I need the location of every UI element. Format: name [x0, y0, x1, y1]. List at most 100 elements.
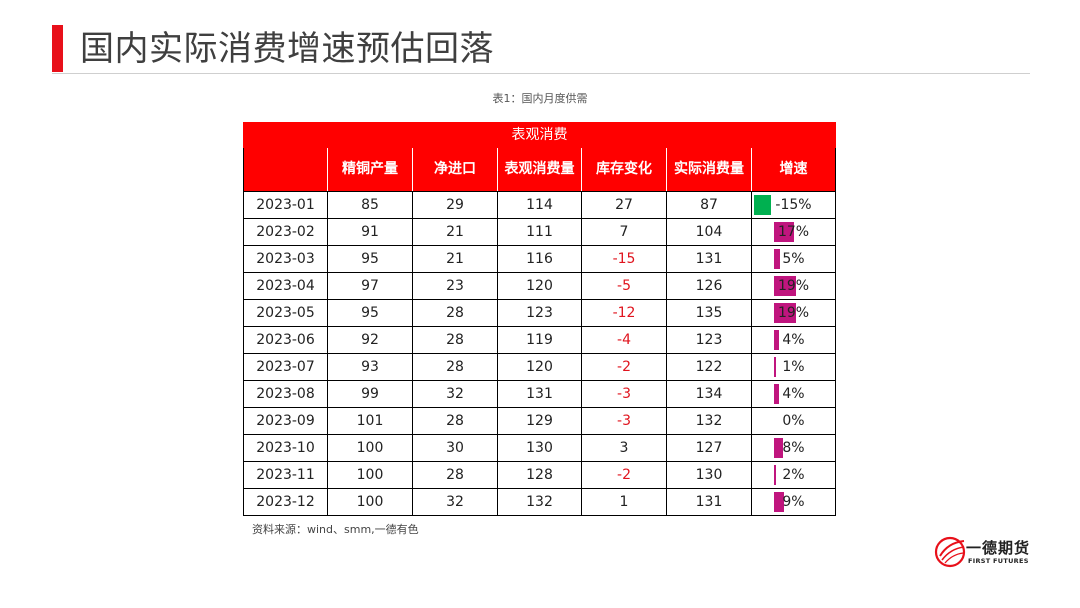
header-month [243, 147, 328, 192]
cell-net-import: 28 [412, 299, 498, 327]
table-row: 2023-03 95 21 116 -15 131 5% [243, 245, 836, 273]
logo-name-en: FIRST FUTURES [968, 557, 1029, 565]
cell-actual-consumption: 87 [666, 191, 752, 219]
cell-net-import: 21 [412, 245, 498, 273]
cell-growth: 5% [751, 245, 836, 273]
cell-apparent-consumption: 119 [497, 326, 582, 354]
cell-production: 97 [327, 272, 413, 300]
cell-inventory-change: 3 [581, 434, 667, 462]
supply-demand-table: 表观消费 精铜产量 净进口 表观消费量 库存变化 实际消费量 增速 2023-0… [243, 122, 836, 516]
growth-databar [774, 438, 784, 458]
cell-production: 92 [327, 326, 413, 354]
table-row: 2023-08 99 32 131 -3 134 4% [243, 380, 836, 408]
cell-actual-consumption: 122 [666, 353, 752, 381]
cell-net-import: 23 [412, 272, 498, 300]
cell-production: 95 [327, 299, 413, 327]
growth-databar [774, 249, 780, 269]
cell-month: 2023-01 [243, 191, 328, 219]
cell-apparent-consumption: 120 [497, 272, 582, 300]
cell-production: 93 [327, 353, 413, 381]
cell-month: 2023-08 [243, 380, 328, 408]
cell-net-import: 28 [412, 407, 498, 435]
logo-mark-icon [934, 536, 966, 568]
cell-growth: 1% [751, 353, 836, 381]
cell-inventory-change: -3 [581, 380, 667, 408]
cell-month: 2023-07 [243, 353, 328, 381]
table-row: 2023-11 100 28 128 -2 130 2% [243, 461, 836, 489]
table-caption: 表1：国内月度供需 [492, 92, 588, 105]
cell-inventory-change: -12 [581, 299, 667, 327]
cell-apparent-consumption: 129 [497, 407, 582, 435]
growth-databar [774, 330, 779, 350]
cell-month: 2023-02 [243, 218, 328, 246]
growth-value: 19% [777, 278, 810, 294]
cell-inventory-change: -2 [581, 353, 667, 381]
table-row: 2023-01 85 29 114 27 87 -15% [243, 191, 836, 219]
cell-growth: 9% [751, 488, 836, 516]
cell-growth: 8% [751, 434, 836, 462]
cell-production: 85 [327, 191, 413, 219]
cell-actual-consumption: 135 [666, 299, 752, 327]
table-row: 2023-04 97 23 120 -5 126 19% [243, 272, 836, 300]
table-row: 2023-10 100 30 130 3 127 8% [243, 434, 836, 462]
growth-value: 4% [782, 386, 805, 402]
cell-net-import: 28 [412, 353, 498, 381]
growth-databar [774, 492, 785, 512]
cell-month: 2023-03 [243, 245, 328, 273]
cell-actual-consumption: 130 [666, 461, 752, 489]
cell-inventory-change: -5 [581, 272, 667, 300]
growth-value: 0% [782, 413, 805, 429]
logo-name-cn: 一德期货 [966, 539, 1031, 557]
growth-databar [774, 384, 779, 404]
growth-value: 1% [782, 359, 805, 375]
cell-apparent-consumption: 132 [497, 488, 582, 516]
growth-value: 4% [782, 332, 805, 348]
cell-month: 2023-12 [243, 488, 328, 516]
cell-inventory-change: 1 [581, 488, 667, 516]
cell-growth: 0% [751, 407, 836, 435]
growth-databar [774, 222, 794, 242]
cell-apparent-consumption: 116 [497, 245, 582, 273]
cell-actual-consumption: 131 [666, 488, 752, 516]
cell-production: 91 [327, 218, 413, 246]
cell-actual-consumption: 127 [666, 434, 752, 462]
cell-net-import: 21 [412, 218, 498, 246]
cell-month: 2023-09 [243, 407, 328, 435]
header-production: 精铜产量 [327, 147, 413, 192]
growth-databar [754, 195, 771, 215]
cell-month: 2023-06 [243, 326, 328, 354]
header-actual-consumption: 实际消费量 [666, 147, 752, 192]
cell-apparent-consumption: 120 [497, 353, 582, 381]
table-row: 2023-09 101 28 129 -3 132 0% [243, 407, 836, 435]
growth-databar [774, 465, 777, 485]
cell-net-import: 32 [412, 380, 498, 408]
cell-production: 99 [327, 380, 413, 408]
growth-value: 5% [782, 251, 805, 267]
cell-apparent-consumption: 123 [497, 299, 582, 327]
growth-databar [774, 303, 796, 323]
cell-apparent-consumption: 131 [497, 380, 582, 408]
cell-production: 95 [327, 245, 413, 273]
column-header-row: 精铜产量 净进口 表观消费量 库存变化 实际消费量 增速 [243, 147, 836, 192]
growth-value: 17% [777, 224, 810, 240]
growth-value: 19% [777, 305, 810, 321]
group-header-row: 表观消费 [243, 122, 836, 148]
cell-actual-consumption: 126 [666, 272, 752, 300]
growth-value: 8% [782, 440, 805, 456]
cell-month: 2023-10 [243, 434, 328, 462]
cell-net-import: 28 [412, 326, 498, 354]
cell-net-import: 30 [412, 434, 498, 462]
cell-production: 100 [327, 488, 413, 516]
growth-databar [774, 276, 796, 296]
cell-inventory-change: -2 [581, 461, 667, 489]
cell-apparent-consumption: 111 [497, 218, 582, 246]
cell-production: 100 [327, 434, 413, 462]
cell-apparent-consumption: 130 [497, 434, 582, 462]
header-net-import: 净进口 [412, 147, 498, 192]
cell-growth: 19% [751, 272, 836, 300]
growth-databar [774, 357, 776, 377]
cell-growth: 17% [751, 218, 836, 246]
table-row: 2023-05 95 28 123 -12 135 19% [243, 299, 836, 327]
cell-inventory-change: -3 [581, 407, 667, 435]
cell-actual-consumption: 134 [666, 380, 752, 408]
